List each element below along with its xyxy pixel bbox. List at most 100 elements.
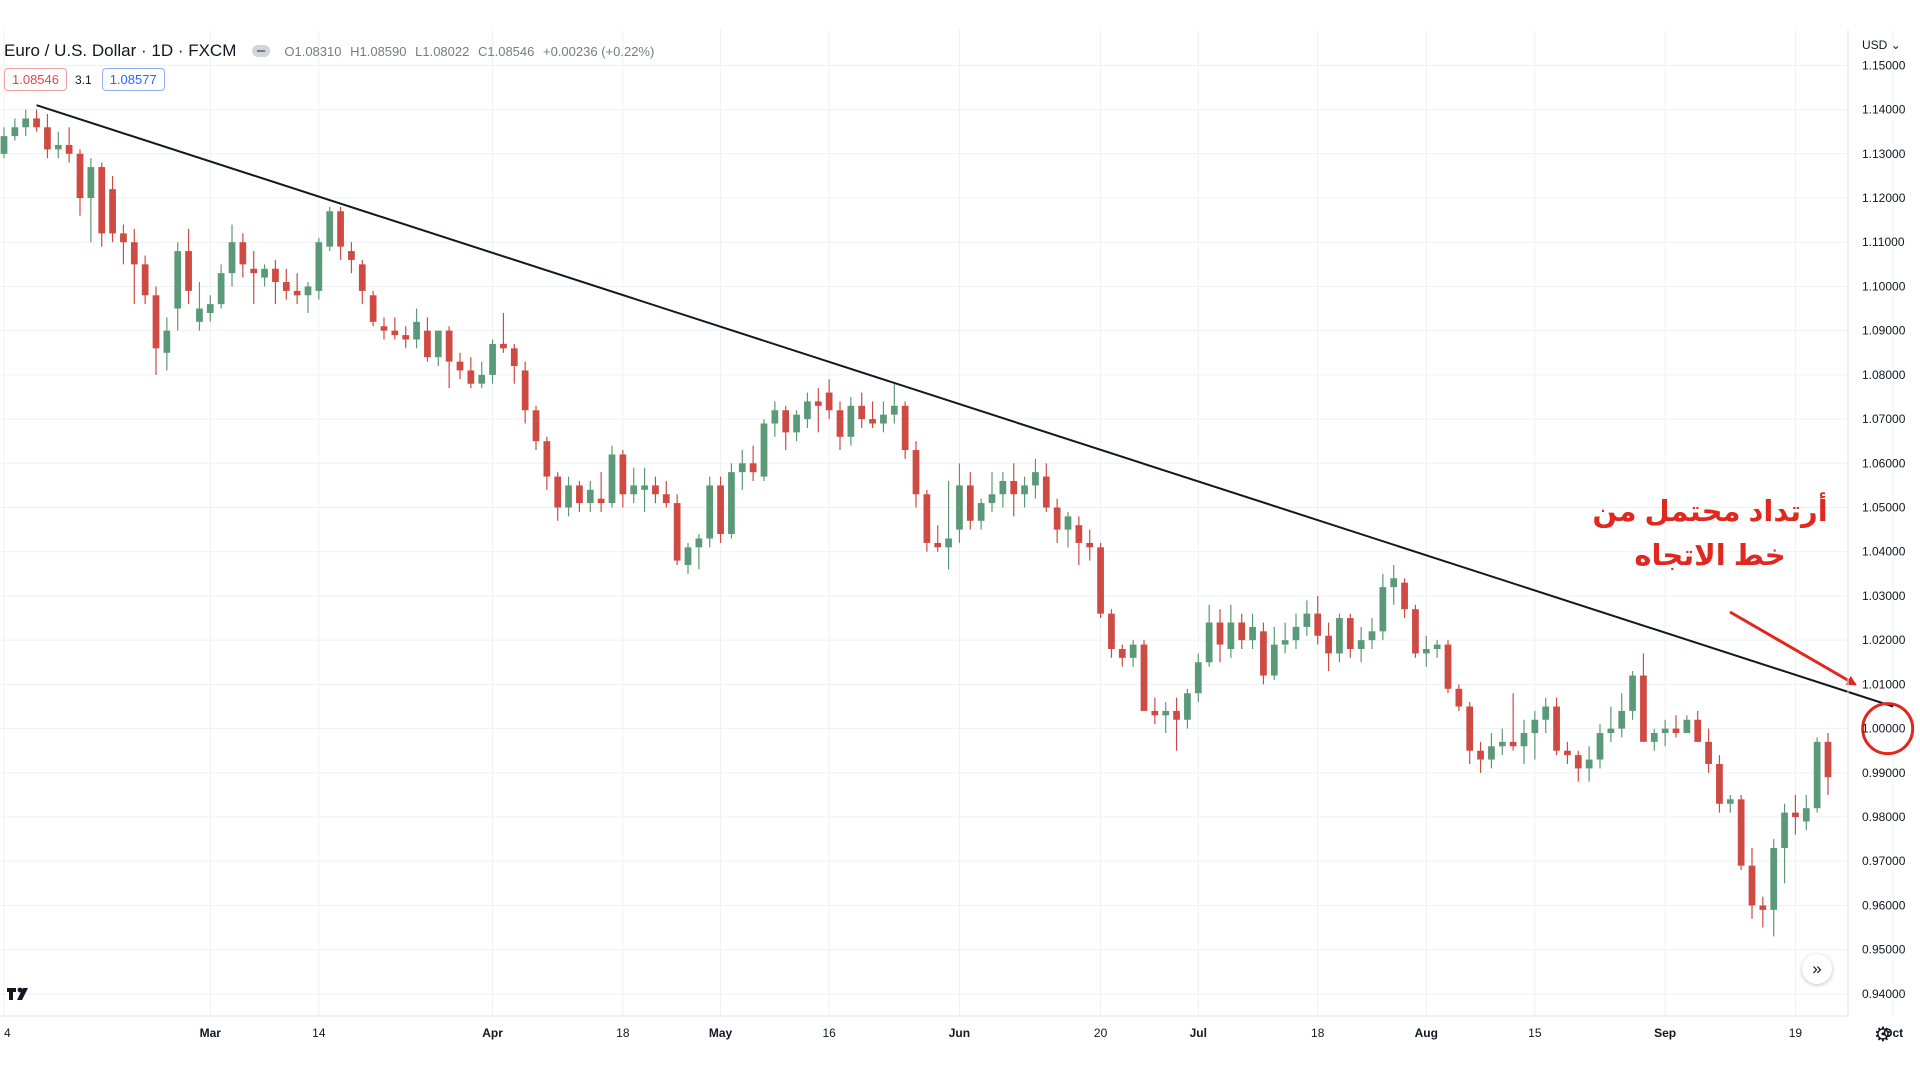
candle-body — [706, 485, 714, 539]
candle — [185, 228, 192, 305]
price-tick-label: 0.98000 — [1862, 810, 1906, 824]
candle — [1140, 640, 1148, 711]
candle — [98, 162, 106, 247]
price-tick-label: 0.94000 — [1862, 987, 1906, 1001]
candle-body — [1162, 710, 1170, 716]
candle — [174, 242, 182, 331]
candle — [1357, 626, 1365, 663]
currency-selector[interactable]: USD ⌄ — [1862, 38, 1901, 52]
gear-icon[interactable]: ⚙ — [1874, 1024, 1892, 1046]
candle-body — [348, 251, 355, 260]
candle — [141, 255, 149, 305]
candle — [424, 317, 431, 362]
candle — [1640, 653, 1647, 742]
candle-body — [532, 410, 540, 442]
double-chevron-right-icon[interactable]: » — [1802, 954, 1832, 984]
ohlc-values: O1.08310 H1.08590 L1.08022 C1.08546 +0.0… — [284, 44, 659, 59]
time-tick-label: 20 — [1094, 1026, 1108, 1040]
candle — [1433, 640, 1441, 658]
candle — [814, 388, 822, 433]
candle — [239, 233, 247, 278]
price-tick-label: 0.99000 — [1862, 766, 1906, 780]
candle-body — [597, 498, 605, 504]
candle-body — [380, 326, 388, 331]
candle — [1227, 604, 1235, 658]
candle — [890, 383, 898, 424]
candle-body — [1813, 741, 1821, 809]
candle-body — [890, 405, 898, 415]
candle-body — [934, 542, 942, 548]
candle-body — [1770, 847, 1778, 910]
candle — [87, 158, 95, 243]
candle — [22, 109, 30, 137]
candle — [1661, 719, 1669, 747]
candle-body — [1260, 631, 1267, 676]
candle-body — [836, 410, 844, 437]
price-axis: 1.15000 1.14000 1.13000 1.12000 1.11000 1.100… — [1862, 58, 1906, 1001]
candle-body — [261, 268, 268, 278]
candle-body — [1357, 640, 1365, 650]
candle — [1053, 498, 1061, 543]
price-tick-label: 1.06000 — [1862, 456, 1906, 470]
candle-body — [1270, 644, 1278, 676]
candle-body — [1726, 799, 1734, 804]
price-tick-label: 1.01000 — [1862, 677, 1906, 691]
eye-icon[interactable] — [252, 45, 271, 57]
candle — [597, 472, 605, 512]
candle — [956, 463, 963, 543]
candle-body — [1596, 733, 1604, 760]
time-tick-label: Jun — [949, 1026, 970, 1040]
candle-body — [912, 450, 920, 495]
candle — [1075, 516, 1083, 566]
candle — [1716, 755, 1723, 813]
candle-body — [500, 343, 507, 349]
candle — [1162, 702, 1170, 734]
candle-body — [282, 282, 290, 291]
symbol-title[interactable]: Euro / U.S. Dollar · 1D · FXCM — [4, 41, 237, 60]
candle-body — [782, 410, 790, 433]
candle — [467, 357, 475, 389]
candle-body — [1346, 618, 1354, 650]
candle — [109, 175, 116, 243]
price-tick-label: 1.15000 — [1862, 58, 1906, 72]
candle — [1129, 640, 1137, 667]
candle-body — [76, 153, 84, 199]
candle-body — [130, 242, 138, 265]
sell-button[interactable]: 1.08546 — [4, 68, 67, 91]
candle — [1249, 613, 1256, 650]
candle — [304, 282, 312, 313]
candle — [521, 361, 529, 424]
candle — [1705, 728, 1712, 773]
candle-body — [1314, 613, 1322, 636]
candle-body — [391, 330, 399, 336]
annotation-arrow — [1729, 610, 1857, 686]
candle — [1553, 697, 1560, 756]
candle — [576, 480, 583, 512]
candle-body — [521, 370, 529, 411]
candle-body — [793, 414, 800, 433]
price-tick-label: 0.97000 — [1862, 854, 1906, 868]
candle — [434, 330, 442, 367]
candle-body — [489, 343, 496, 375]
candle — [391, 317, 399, 340]
candle — [1238, 613, 1246, 650]
candle-body — [1553, 706, 1560, 751]
candle — [217, 264, 225, 309]
candle-body — [1477, 750, 1484, 760]
candle-body — [1629, 675, 1636, 711]
candle — [836, 401, 844, 451]
candle — [1303, 600, 1311, 636]
candle — [1151, 697, 1159, 725]
buy-button[interactable]: 1.08577 — [101, 68, 165, 91]
candle-body — [1238, 622, 1246, 641]
tradingview-logo-icon[interactable] — [6, 983, 32, 1005]
candle — [1618, 693, 1626, 738]
candle-body — [565, 485, 572, 508]
candle-body — [272, 268, 279, 283]
candle — [934, 525, 942, 552]
price-tick-label: 1.00000 — [1862, 722, 1906, 736]
candle — [1650, 728, 1658, 751]
candle-body — [1737, 799, 1745, 866]
